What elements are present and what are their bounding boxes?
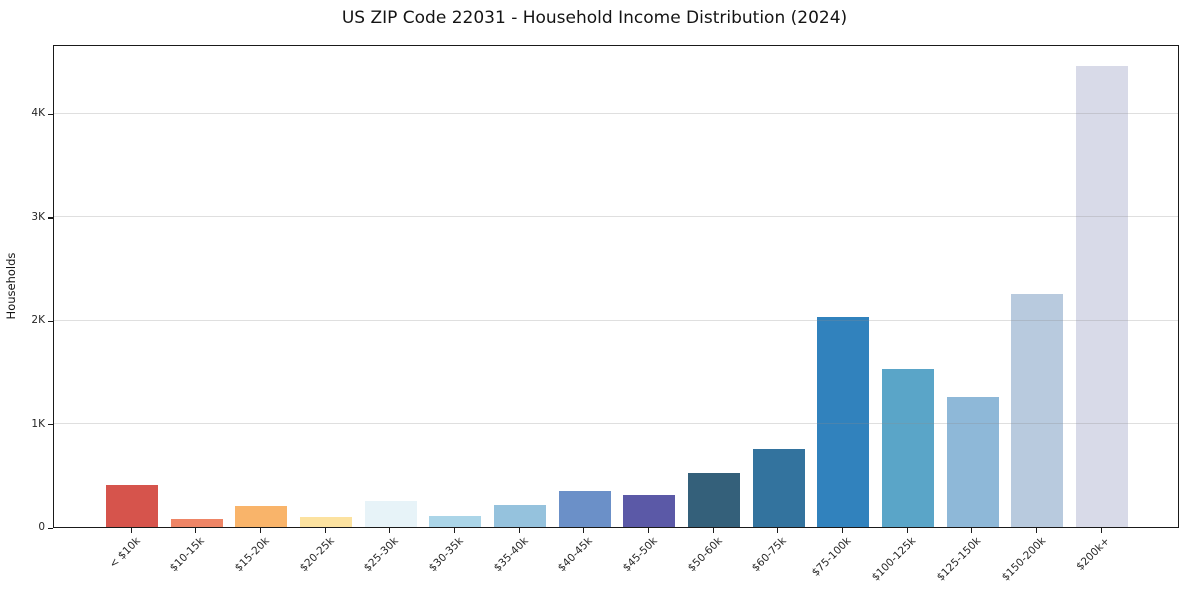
x-tick-label: $15-20k (232, 535, 272, 575)
bar (429, 515, 482, 527)
y-gridline (54, 423, 1178, 425)
x-tick-label: $45-50k (620, 535, 660, 575)
x-tick-label: $150-200k (999, 535, 1048, 584)
x-tick-label: $50-60k (685, 535, 725, 575)
y-tick-mark (48, 217, 53, 219)
y-tick-mark (48, 320, 53, 322)
bar (623, 495, 676, 527)
bar (1011, 294, 1064, 527)
x-tick-label: $40-45k (556, 535, 596, 575)
y-gridline (54, 112, 1178, 114)
x-tick-mark (712, 528, 714, 533)
y-tick-label: 1K (31, 417, 45, 430)
x-tick-label: $25-30k (362, 535, 402, 575)
x-tick-label: $60-75k (750, 535, 790, 575)
y-tick-mark (48, 113, 53, 116)
x-tick-label: $20-25k (297, 535, 337, 575)
chart-title: US ZIP Code 22031 - Household Income Dis… (341, 8, 848, 28)
x-tick-mark (130, 528, 132, 533)
y-tick-mark (48, 527, 53, 529)
x-tick-mark (389, 528, 391, 533)
x-tick-mark (583, 528, 585, 533)
x-tick-mark (906, 528, 908, 533)
x-tick-mark (453, 528, 456, 533)
x-tick-label: $10-15k (168, 535, 208, 575)
bar (946, 397, 999, 527)
y-tick-label: 3K (31, 210, 45, 223)
y-tick-mark (48, 424, 53, 426)
x-tick-mark (647, 528, 650, 533)
bar (494, 505, 546, 527)
bar (1076, 66, 1128, 527)
x-tick-mark (1035, 528, 1038, 533)
bar (882, 369, 934, 527)
bar (558, 491, 611, 527)
plot-area (53, 45, 1179, 528)
y-tick-label: 4K (31, 107, 45, 120)
x-tick-mark (324, 528, 326, 533)
x-tick-mark (195, 528, 197, 533)
bar (688, 472, 740, 527)
x-tick-label: < $10k (106, 535, 143, 571)
x-tick-label: $30-35k (426, 535, 466, 575)
bar (817, 317, 870, 527)
x-tick-mark (518, 528, 520, 533)
bar (752, 449, 805, 527)
bar (364, 500, 417, 527)
y-gridline (54, 216, 1178, 218)
x-tick-label: $125-150k (934, 535, 984, 584)
x-tick-label: $100-125k (869, 535, 919, 584)
x-tick-mark (259, 528, 262, 533)
x-tick-label: $200k+ (1074, 535, 1113, 573)
bar (170, 519, 223, 527)
bar (106, 484, 158, 527)
y-gridline (54, 319, 1178, 321)
y-tick-label: 0 (38, 521, 45, 533)
bar (235, 505, 288, 527)
bar (300, 516, 352, 527)
x-tick-mark (1100, 528, 1102, 533)
y-tick-label: 2K (31, 314, 45, 327)
x-tick-mark (841, 528, 844, 533)
x-tick-mark (971, 528, 973, 533)
x-tick-label: $35-40k (491, 535, 531, 575)
x-tick-label: $75-100k (810, 535, 854, 579)
x-tick-mark (777, 528, 779, 533)
